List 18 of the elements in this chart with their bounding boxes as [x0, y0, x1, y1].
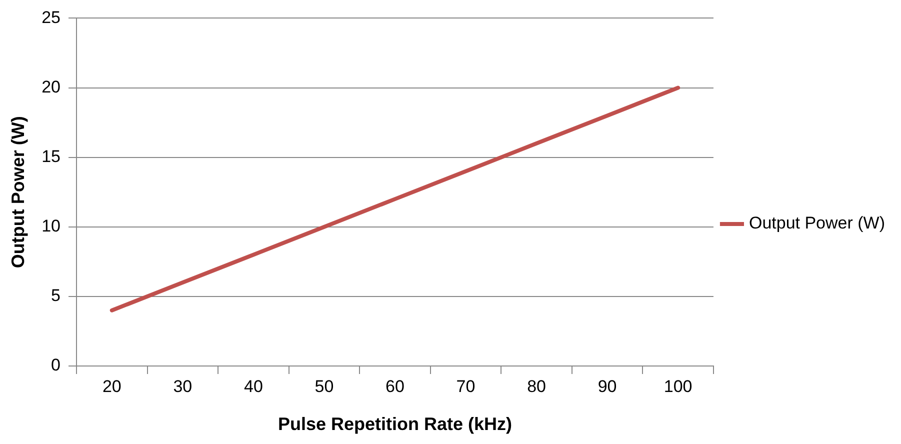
- y-tick-label: 25: [42, 8, 61, 27]
- y-tick-label: 20: [42, 77, 61, 96]
- legend-label: Output Power (W): [748, 214, 886, 233]
- y-axis-title: Output Power (W): [8, 116, 28, 268]
- x-tick-label: 40: [244, 376, 263, 396]
- x-tick-label: 100: [664, 376, 692, 396]
- x-axis-title: Pulse Repetition Rate (kHz): [278, 414, 512, 434]
- x-tick-label: 80: [527, 376, 546, 396]
- x-tick-label: 60: [386, 376, 404, 396]
- y-tick-label: 5: [51, 286, 61, 306]
- y-tick-label: 15: [42, 147, 61, 166]
- x-tick-label: 50: [314, 376, 334, 396]
- x-tick-label: 30: [173, 376, 192, 396]
- y-tick-label: 0: [51, 356, 61, 375]
- y-tick-label: 10: [42, 216, 61, 236]
- x-tick-label: 90: [598, 376, 617, 396]
- x-tick-label: 20: [102, 376, 122, 396]
- x-tick-label: 70: [456, 376, 476, 396]
